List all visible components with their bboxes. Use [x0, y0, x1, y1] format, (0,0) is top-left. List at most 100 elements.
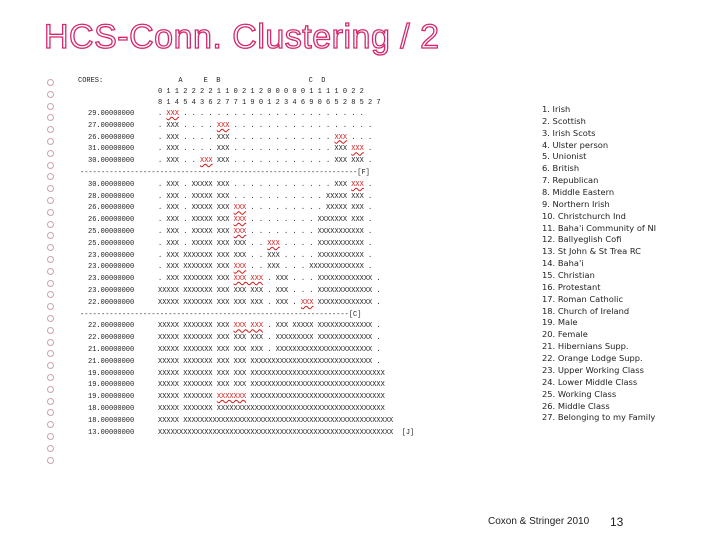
pattern-segment: . XXX . XXXXX XXX — [158, 216, 234, 225]
legend-item: 13. St John & St Trea RC — [542, 246, 641, 257]
slide-title: HCS-Conn. Clustering / 2 — [43, 17, 440, 56]
separator-line: ----------------------------------------… — [80, 310, 362, 319]
legend-item: 27. Belonging to my Family — [542, 412, 656, 423]
bullet-dot — [47, 433, 54, 440]
pattern-segment: XXXXXXXXXXXXXXXXXXXXXXXXXXXXXXXXXXXXXXXX… — [158, 428, 415, 437]
pattern-segment: . XXX . XXXXX XXX — [158, 204, 234, 213]
bullet-dot — [47, 90, 54, 98]
highlighted-segment: XXX — [267, 239, 280, 248]
pattern-segment: . — [363, 145, 373, 154]
highlighted-segment: XXXXXXX — [216, 393, 247, 402]
table-row: 30.00000000 . XXX . . XXX XXX . . . . . .… — [78, 158, 372, 165]
level-value: 25.00000000 — [88, 239, 135, 248]
bullet-dot — [47, 220, 54, 228]
bullet-dot — [47, 232, 54, 240]
pattern-segment: . XXX XXXXX XXXXXXXXXXXXX . — [263, 322, 381, 331]
pattern-segment: . . . — [347, 133, 373, 142]
bullet-dot — [47, 291, 54, 299]
pattern-segment: XXXXXXXXXXXXX . — [313, 298, 381, 307]
table-row: 25.00000000 . XXX . XXXXX XXX XXX . . . .… — [78, 229, 372, 236]
bullet-dot — [47, 138, 54, 145]
highlighted-segment: XXX XXX — [233, 275, 264, 284]
pattern-segment: . — [363, 180, 373, 189]
table-row: 21.00000000 XXXXX XXXXXXX XXX XXX XXXXXXX… — [78, 357, 381, 366]
table-row: 19.00000000 XXXXX XXXXXXX XXXXXXX XXXXXXX… — [78, 394, 385, 401]
table-row: 18.00000000 XXXXX XXXXXXX XXXXXXXXXXXXXXX… — [78, 406, 385, 413]
level-value: 28.00000000 — [88, 192, 135, 201]
source-citation: Coxon & Stringer 2010 — [488, 516, 590, 527]
legend-item: 21. Hibernians Supp. — [542, 341, 629, 352]
table-row: 13.00000000 XXXXXXXXXXXXXXXXXXXXXXXXXXXXX… — [78, 428, 415, 437]
letters-row: A E B C D — [170, 77, 326, 85]
pattern-segment: . . . . . . . . XXXXXXX XXX . — [246, 216, 373, 225]
level-value: 23.00000000 — [88, 251, 135, 260]
legend-item: 8. Middle Eastern — [542, 187, 615, 198]
pattern-segment: . . . . . . . . . . . . . . . . . . . . … — [179, 110, 364, 118]
table-row: 27.00000000 . XXX . . . . XXX . . . . . .… — [78, 121, 373, 130]
pattern-segment: XXXXXXXXXXXXXXXXXXXXXXXXXXXXXXXX — [246, 393, 385, 402]
pattern-segment: . XXX XXXXXXX XXX XXX . . XXX . . . . XX… — [158, 251, 373, 260]
bullet-dot — [47, 114, 54, 122]
legend-item: 6. British — [542, 163, 580, 174]
table-row: 23.00000000 . XXX XXXXXXX XXX XXX . . XXX… — [78, 251, 373, 260]
table-row: 18.00000000 XXXXX XXXXXXXXXXXXXXXXXXXXXXX… — [78, 417, 393, 425]
level-value: 27.00000000 — [88, 121, 135, 130]
bullet-dot — [47, 326, 54, 334]
level-value: 22.00000000 — [88, 322, 135, 331]
level-value: 22.00000000 — [88, 334, 135, 343]
bullet-dot — [47, 303, 54, 311]
pattern-segment: . XXX XXXXXXX XXX — [158, 263, 234, 272]
bullet-dot — [47, 421, 54, 429]
legend-item: 9. Northern Irish — [542, 198, 610, 209]
bullet-dot — [47, 397, 54, 405]
table-row: 23.00000000 . XXX XXXXXXX XXX XXX XXX . X… — [78, 276, 381, 283]
legend-item: 5. Unionist — [542, 151, 587, 162]
bullet-dot — [47, 208, 54, 216]
bullet-dot — [47, 444, 54, 452]
legend-item: 22. Orange Lodge Supp. — [542, 353, 643, 364]
level-value: 26.00000000 — [88, 133, 135, 142]
legend-item: 25. Working Class — [542, 388, 617, 399]
level-value: 21.00000000 — [88, 357, 135, 366]
bullet-dot — [47, 102, 54, 110]
pattern-segment: XXXXX XXXXXXX XXX XXX XXX . XXXXXXXXXXXX… — [158, 346, 381, 354]
legend-item: 20. Female — [542, 329, 588, 340]
pattern-segment: . . . . . . . . XXXXXXXXXXX . — [246, 228, 373, 236]
level-value: 18.00000000 — [88, 405, 135, 413]
bullet-dot — [47, 409, 54, 417]
legend-item: 19. Male — [542, 317, 578, 328]
pattern-segment: XXXXX XXXXXXX XXX XXX XXX . XXX . — [158, 298, 301, 307]
level-value: 23.00000000 — [88, 263, 135, 272]
pattern-segment: XXXXX XXXXXXX XXX XXX XXXXXXXXXXXXXXXXXX… — [158, 369, 385, 378]
legend-item: 23. Upper Working Class — [542, 364, 644, 375]
highlighted-segment: XXX XXX — [233, 322, 264, 331]
table-row: 30.00000000 . XXX . XXXXX XXX . . . . . .… — [78, 180, 373, 189]
level-value: 26.00000000 — [88, 204, 135, 213]
bullet-dot — [47, 267, 54, 275]
legend-item: 18. Church of Ireland — [542, 305, 630, 316]
table-row: 23.00000000 XXXXX XXXXXXX XXX XXX XXX . X… — [78, 288, 381, 295]
table-row: 19.00000000 XXXXX XXXXXXX XXX XXX XXXXXXX… — [78, 382, 385, 389]
legend-item: 12. Ballyeglish Cofi — [542, 234, 622, 245]
pattern-segment: XXXXX XXXXXXX — [158, 393, 217, 402]
bullet-dot — [47, 374, 54, 381]
legend-item: 2. Scottish — [542, 115, 586, 126]
bullet-dot — [47, 149, 54, 157]
table-row: 25.00000000 . XXX . XXXXX XXX XXX . . XXX… — [78, 239, 373, 248]
pattern-segment: XXXXX XXXXXXX XXX XXX XXXXXXXXXXXXXXXXXX… — [158, 381, 385, 390]
highlighted-segment: XXX — [233, 228, 247, 236]
legend-item: 4. Ulster person — [542, 139, 609, 150]
bullet-dot — [47, 173, 54, 181]
legend-item: 17. Roman Catholic — [542, 293, 623, 304]
legend-item: 11. Baha'i Community of NI — [542, 222, 657, 233]
pattern-segment: . . . . . . . . . . . . . . . . . — [229, 121, 373, 130]
pattern-segment: . . XXX . . . XXXXXXXXXXXXX . — [246, 263, 373, 272]
highlighted-segment: XXX — [300, 298, 314, 307]
pattern-segment: . . . . XXXXXXXXXXX . — [279, 239, 373, 248]
highlighted-segment: XXX — [216, 121, 230, 130]
pattern-segment: XXXXX XXXXXXX XXX XXX XXX . XXX . . . XX… — [158, 287, 381, 295]
digits-row-2: 8 1 4 5 4 3 6 2 7 7 1 9 0 1 2 3 4 6 9 0 … — [158, 99, 381, 107]
pattern-segment: . XXX . . . . XXX . . . . . . . . . . . … — [158, 133, 335, 142]
level-value: 30.00000000 — [88, 180, 135, 189]
table-row: 26.00000000 . XXX . XXXXX XXX XXX . . . .… — [78, 205, 372, 212]
